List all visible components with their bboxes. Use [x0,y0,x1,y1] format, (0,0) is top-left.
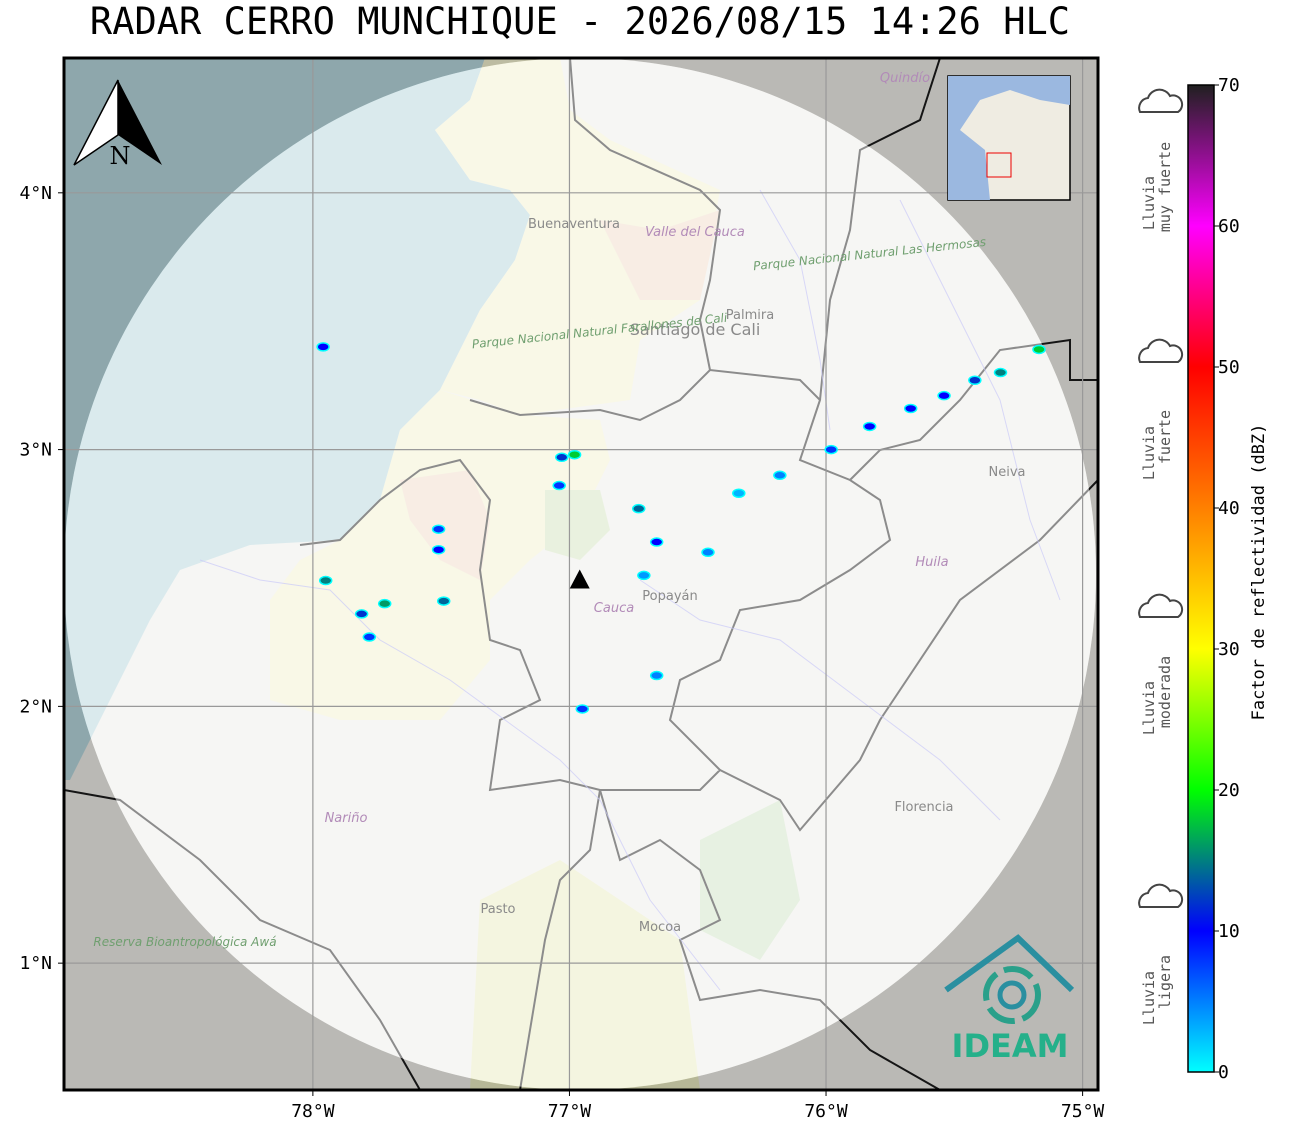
legend-label: Lluvialigera [1140,955,1174,1025]
arrow-right [118,80,162,165]
x-tick-label: 75°W [1061,1101,1105,1122]
colorbar-tick-label: 0 [1218,1062,1229,1083]
colorbar-tick-label: 60 [1218,216,1240,237]
place-label: Reserva Bioantropológica Awá [93,935,276,949]
place-label: Santiago de Cali [630,320,761,339]
echo [903,403,918,414]
legend-icon [1138,593,1184,618]
inset-ocean [948,76,1070,200]
inset-map [947,75,1071,201]
echo [701,547,715,558]
echo [637,570,651,581]
legend-label: Lluviamuy fuerte [1140,142,1174,232]
echo [649,670,664,681]
colorbar-scale [1187,84,1215,1073]
place-label: Nariño [325,811,368,826]
place-label: Huila [915,555,948,570]
place-label: Pasto [480,902,515,917]
colorbar: 0 10 20 30 40 50 60 70 Factor de reflectividad (… [1187,75,1269,1083]
echo [993,367,1008,378]
logo-text: IDEAM [952,1027,1069,1065]
echo [555,452,569,463]
legend-icon [1138,883,1184,908]
place-label: Palmira [726,308,774,323]
echo [362,632,377,642]
radar-site [569,569,590,589]
echo [937,390,951,401]
echo [431,524,446,534]
logo-roof [944,934,1075,993]
echo [1032,344,1046,355]
echo [824,444,838,455]
legend-line: ligera [1156,955,1174,1009]
colorbar-tick-label: 20 [1218,780,1240,801]
logo: IDEAM [944,934,1075,1065]
legend-icon [1138,338,1184,363]
echo [567,449,582,460]
legend-line: Lluvia [1140,681,1158,735]
map-base: Buenaventura Valle del Cauca Palmira San… [64,58,1098,1090]
echo [631,503,646,514]
x-tick-label: 76°W [804,1101,848,1122]
colorbar-tick-label: 50 [1218,357,1240,378]
map-frame [62,56,1100,1092]
echo [436,596,451,606]
north-label: N [110,142,131,170]
legend-line: Lluvia [1140,971,1158,1025]
logo-swirl [983,966,1041,1024]
echo [377,598,392,609]
legend-line: muy fuerte [1156,142,1174,232]
echo [649,537,664,547]
place-label: Valle del Cauca [645,225,745,240]
logo-swirl [997,980,1027,1010]
north-arrow: N [73,79,162,170]
y-tick-label: 4°N [19,183,52,204]
place-label: Neiva [989,465,1026,480]
x-tick-label: 78°W [291,1101,335,1122]
y-tick-label: 1°N [19,953,52,974]
legend-line: Lluvia [1140,426,1158,480]
place-label: Buenaventura [528,217,620,232]
place-label: Quindío [880,71,930,86]
echo [968,375,982,386]
colorbar-tick-label: 30 [1218,639,1240,660]
echoes [316,342,1046,714]
legend-label: Lluviafuerte [1140,410,1174,480]
y-tick-label: 3°N [19,440,52,461]
y-tick-label: 2°N [19,696,52,717]
place-label: Cauca [594,601,634,616]
title: RADAR CERRO MUNCHIQUE - 2026/08/15 14:26… [90,0,1070,43]
legend-line: moderada [1156,656,1174,728]
echo [862,421,877,432]
echo [552,480,566,491]
x-tick-label: 77°W [548,1101,592,1122]
place-label: Florencia [894,800,953,815]
place-label: Mocoa [639,920,681,935]
colorbar-tick-label: 70 [1218,75,1240,96]
echo [318,575,333,586]
echo [773,470,787,481]
legend-line: Lluvia [1140,176,1158,230]
echo [354,609,369,619]
legend: Lluviamuy fuerteLluviafuerteLluviamodera… [1138,88,1184,1025]
echo [316,342,330,352]
place-label: Popayán [642,589,697,604]
legend-icon [1138,88,1184,113]
echo [732,488,746,498]
echo [431,544,446,555]
colorbar-label: Factor de reflectividad (dBZ) [1249,424,1269,721]
echo [575,704,590,714]
axis-ticks: 78°W 77°W 76°W 75°W 1°N 2°N 3°N 4°N [19,183,1104,1122]
colorbar-tick-label: 10 [1218,921,1240,942]
legend-label: Lluviamoderada [1140,656,1174,735]
colorbar-tick-label: 40 [1218,498,1240,519]
inset-extent [986,152,1012,178]
legend-line: fuerte [1156,410,1174,464]
